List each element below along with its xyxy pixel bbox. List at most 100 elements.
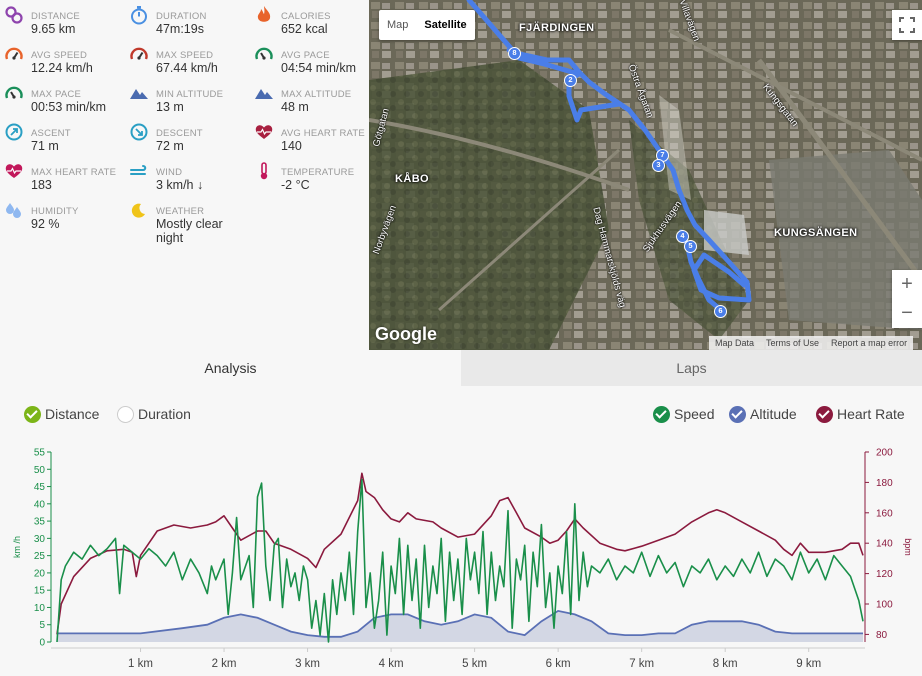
route-marker[interactable]: 5 — [684, 240, 697, 253]
y-left-tick-label: 30 — [34, 534, 46, 545]
stat-label: WEATHER — [156, 206, 205, 217]
stat-label: MAX HEART RATE — [31, 167, 117, 178]
stat-label: TEMPERATURE — [281, 167, 355, 178]
route-marker[interactable]: 4 — [676, 230, 689, 243]
y-left-tick-label: 0 — [39, 638, 45, 649]
stat-value: 48 m — [281, 100, 309, 114]
stat-calories: CALORIES 652 kcal — [250, 0, 375, 38]
speedometer-icon — [130, 47, 148, 60]
stat-value: Mostly clear night — [156, 217, 223, 245]
tab-laps[interactable]: Laps — [461, 350, 922, 386]
stat-value: 00:53 min/km — [31, 100, 107, 114]
y-right-tick-label: 200 — [876, 448, 893, 459]
map-data-link[interactable]: Map Data — [715, 338, 755, 348]
stat-max-speed: MAX SPEED 67.44 km/h — [125, 39, 250, 77]
stat-min-altitude: MIN ALTITUDE 13 m — [125, 78, 250, 116]
x-tick-label: 1 km — [128, 658, 153, 670]
y-right-tick-label: 100 — [876, 600, 893, 611]
stat-label: DESCENT — [156, 128, 203, 139]
stat-descent: DESCENT 72 m — [125, 117, 250, 155]
route-marker[interactable]: 8 — [508, 47, 521, 60]
analysis-chart[interactable]: 0 5 10 15 20 25 30 35 40 45 50 55 80 100 120 140 160 180 2… — [0, 440, 922, 676]
stat-label: MAX SPEED — [156, 50, 214, 61]
heart-rate-series-toggle[interactable]: Heart Rate — [816, 404, 905, 424]
altitude-line — [57, 609, 863, 638]
altitude-series-toggle[interactable]: Altitude — [729, 404, 797, 424]
stat-label: AVG SPEED — [31, 50, 88, 61]
x-axis-duration-toggle[interactable]: Duration — [117, 404, 191, 424]
stat-label: MAX PACE — [31, 89, 81, 100]
map-type-satellite-button[interactable]: Satellite — [424, 19, 467, 31]
thermometer-icon — [260, 162, 268, 180]
stopwatch-icon — [131, 6, 147, 25]
ascent-icon — [5, 123, 23, 141]
stat-wind: WIND 3 km/h ↓ — [125, 156, 250, 194]
y-left-tick-label: 15 — [34, 586, 46, 597]
y-right-tick-label: 180 — [876, 478, 893, 489]
flame-icon — [257, 6, 271, 22]
pace-icon — [255, 47, 273, 60]
wind-icon — [130, 165, 147, 175]
stat-value: 47m:19s — [156, 22, 204, 36]
x-tick-label: 8 km — [713, 658, 738, 670]
stat-label: DURATION — [156, 11, 207, 22]
y-left-tick-label: 20 — [34, 568, 46, 579]
route-marker[interactable]: 2 — [564, 74, 577, 87]
stat-avg-speed: AVG SPEED 12.24 km/h — [0, 39, 125, 77]
speed-series-toggle[interactable]: Speed — [653, 404, 714, 424]
x-tick-label: 5 km — [462, 658, 487, 670]
toggle-label: Duration — [138, 406, 191, 422]
stat-label: DISTANCE — [31, 11, 80, 22]
x-tick-label: 4 km — [379, 658, 404, 670]
y-right-tick-label: 120 — [876, 569, 893, 580]
y-right-tick-label: 80 — [876, 630, 888, 641]
x-tick-label: 7 km — [629, 658, 654, 670]
toggle-label: Heart Rate — [837, 406, 905, 422]
stat-value: 12.24 km/h — [31, 61, 93, 75]
map-type-control: Map Satellite — [379, 10, 475, 40]
stat-value: 140 — [281, 139, 302, 153]
stat-label: CALORIES — [281, 11, 331, 22]
stat-label: WIND — [156, 167, 183, 178]
zoom-out-button[interactable]: − — [901, 302, 913, 324]
stat-avg-heart-rate: AVG HEART RATE 140 — [250, 117, 375, 155]
heart-icon — [255, 125, 273, 139]
y-left-tick-label: 35 — [34, 517, 46, 528]
heart-icon — [5, 164, 23, 178]
tab-analysis[interactable]: Analysis — [0, 350, 461, 386]
fullscreen-button[interactable] — [892, 10, 922, 40]
route-marker[interactable]: 3 — [652, 159, 665, 172]
checkbox-icon — [24, 405, 41, 423]
place-label: KÅBO — [395, 173, 429, 185]
altitude-area — [57, 610, 863, 642]
zoom-in-button[interactable]: + — [901, 273, 913, 295]
checkbox-icon — [729, 405, 746, 423]
stat-label: MAX ALTITUDE — [281, 89, 352, 100]
checkbox-icon — [816, 405, 833, 423]
descent-icon — [130, 123, 148, 141]
route-marker[interactable]: 7 — [656, 149, 669, 162]
stat-ascent: ASCENT 71 m — [0, 117, 125, 155]
y-left-tick-label: 55 — [34, 448, 46, 459]
stat-value: 71 m — [31, 139, 59, 153]
terms-of-use-link[interactable]: Terms of Use — [766, 338, 820, 348]
stat-temperature: TEMPERATURE -2 °C — [250, 156, 375, 194]
stat-max-heart-rate: MAX HEART RATE 183 — [0, 156, 125, 194]
stat-label: MIN ALTITUDE — [156, 89, 224, 100]
report-map-error-link[interactable]: Report a map error — [831, 338, 908, 348]
stat-value: 9.65 km — [31, 22, 76, 36]
route-marker[interactable]: 6 — [714, 305, 727, 318]
stat-label: AVG PACE — [281, 50, 330, 61]
route-track — [466, 0, 752, 313]
y-left-tick-label: 45 — [34, 482, 46, 493]
heart-rate-line — [56, 472, 864, 635]
y-left-tick-label: 40 — [34, 499, 46, 510]
google-logo: Google — [375, 324, 437, 344]
map-attribution: Map Data Terms of Use Report a map error — [709, 336, 914, 350]
x-tick-label: 2 km — [212, 658, 237, 670]
stat-weather: WEATHER Mostly clear night — [125, 195, 250, 245]
toggle-label: Altitude — [750, 406, 797, 422]
map-type-map-button[interactable]: Map — [387, 19, 409, 31]
x-axis-distance-toggle[interactable]: Distance — [24, 404, 99, 424]
